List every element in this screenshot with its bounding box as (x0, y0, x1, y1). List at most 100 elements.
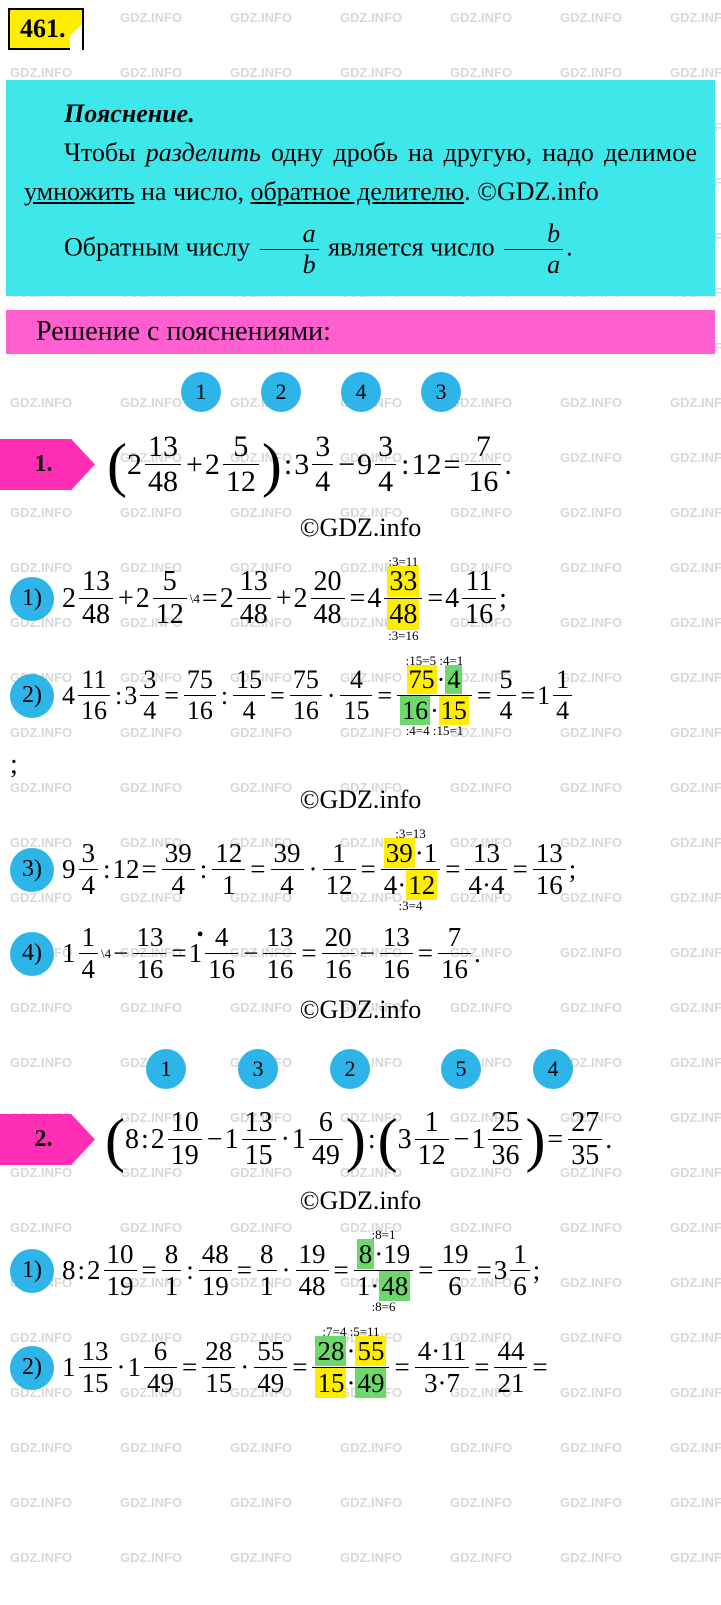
n: 13 (79, 568, 113, 599)
t: ; (533, 1255, 541, 1286)
t: − (207, 1124, 223, 1156)
n: 1 (323, 840, 356, 870)
t: 1· (357, 1271, 380, 1301)
order-badge: 1 (146, 1049, 186, 1089)
t: = (474, 1352, 489, 1383)
order-badge: 3 (238, 1049, 278, 1089)
semicolon: ; (10, 749, 721, 781)
t: = (427, 583, 443, 615)
d: 12 (406, 870, 437, 900)
d: 4 (79, 954, 99, 983)
d: 1 (212, 870, 245, 899)
d: 4 (233, 696, 265, 724)
n: 3 (375, 432, 396, 465)
t: = (182, 1352, 197, 1383)
t: = (142, 1255, 157, 1286)
explain-title: Пояснение. (24, 94, 697, 133)
order-annot-2: 1 3 2 5 4 (140, 1049, 721, 1089)
t: 3 (494, 1255, 508, 1286)
n: 3 (79, 840, 99, 870)
step-badge: 3) (10, 848, 54, 892)
d: 16 (263, 954, 296, 983)
d: 48 (237, 599, 271, 629)
problem-1-expr: ( 21348 + 2512 ) : 334 − 934 : 12 = 716 … (107, 432, 512, 497)
t: = (142, 854, 157, 885)
sup: \4 (190, 591, 200, 607)
d: 48 (79, 599, 113, 629)
d: 16 (400, 696, 430, 725)
t: = (418, 1255, 433, 1286)
d: 36 (488, 1140, 522, 1170)
d: 16 (380, 954, 413, 983)
t: = (521, 681, 536, 711)
t: = (477, 681, 492, 711)
t: 12 (113, 854, 140, 885)
n: 7 (465, 432, 501, 465)
t: 1 (62, 1352, 76, 1383)
n: 15 (233, 667, 265, 696)
t: : (368, 1124, 376, 1156)
d: 48 (311, 599, 345, 629)
d: 16 (78, 696, 110, 724)
n: 7 (438, 924, 471, 954)
d: 49 (309, 1140, 343, 1170)
d: 6 (510, 1271, 530, 1300)
step-badge: 2) (10, 1346, 54, 1390)
copyright: ©GDZ.info (0, 995, 721, 1025)
t: = (171, 938, 186, 969)
n: 75 (184, 667, 216, 696)
order-badge: 2 (261, 372, 301, 412)
t: 1 (62, 938, 76, 969)
t: 3 (398, 1124, 412, 1156)
d: 4 (553, 696, 572, 724)
t: ·19 (374, 1239, 410, 1269)
t: : (141, 1124, 149, 1156)
u: :8=6 (372, 1300, 396, 1313)
t: : (221, 681, 228, 711)
d: 48 (387, 599, 419, 630)
d: 4 (497, 696, 516, 724)
n: 12 (212, 840, 245, 870)
problem-badge: 461. (8, 8, 84, 50)
t: : (200, 854, 208, 885)
u: :15=1 (433, 723, 463, 738)
d: 48 (379, 1271, 410, 1301)
t: 2 (62, 583, 76, 615)
copyright: ©GDZ.info (0, 1186, 721, 1216)
t: · (282, 1255, 291, 1286)
n: 13 (533, 840, 566, 870)
t: = (301, 938, 316, 969)
t: 2 (136, 583, 150, 615)
t: : (78, 1255, 86, 1286)
n: 13 (79, 1338, 112, 1368)
n: 13 (133, 924, 166, 954)
d: 16 (465, 465, 501, 497)
d: 19 (168, 1140, 202, 1170)
d: 16 (533, 870, 566, 899)
n: 75 (290, 667, 322, 696)
t: 1 (225, 1124, 239, 1156)
n: 5 (223, 432, 259, 465)
solution-header: Решение с пояснениями: (6, 310, 715, 354)
n: 39 (384, 838, 415, 868)
t: 1 (537, 681, 550, 711)
n: a (260, 221, 319, 250)
n: 55 (254, 1338, 287, 1368)
u: :3=4 (399, 899, 423, 912)
t: = (377, 681, 392, 711)
n: 11 (462, 568, 496, 599)
explain-title-text: Пояснение. (64, 99, 195, 128)
n: 39 (271, 840, 304, 870)
d: 15 (242, 1140, 276, 1170)
t: обратное делителю (250, 177, 464, 206)
d: b (260, 250, 319, 278)
n: 44 (494, 1338, 527, 1368)
step-badge: 4) (10, 932, 54, 976)
n: 48 (199, 1241, 232, 1271)
d: 16 (438, 954, 471, 983)
d: 35 (568, 1140, 602, 1170)
problem-1-row: 1. ( 21348 + 2512 ) : 334 − 934 : 12 = 7… (0, 424, 721, 505)
d: 15 (340, 696, 372, 724)
u: :4=4 (406, 723, 430, 738)
t: умножить (24, 177, 134, 206)
